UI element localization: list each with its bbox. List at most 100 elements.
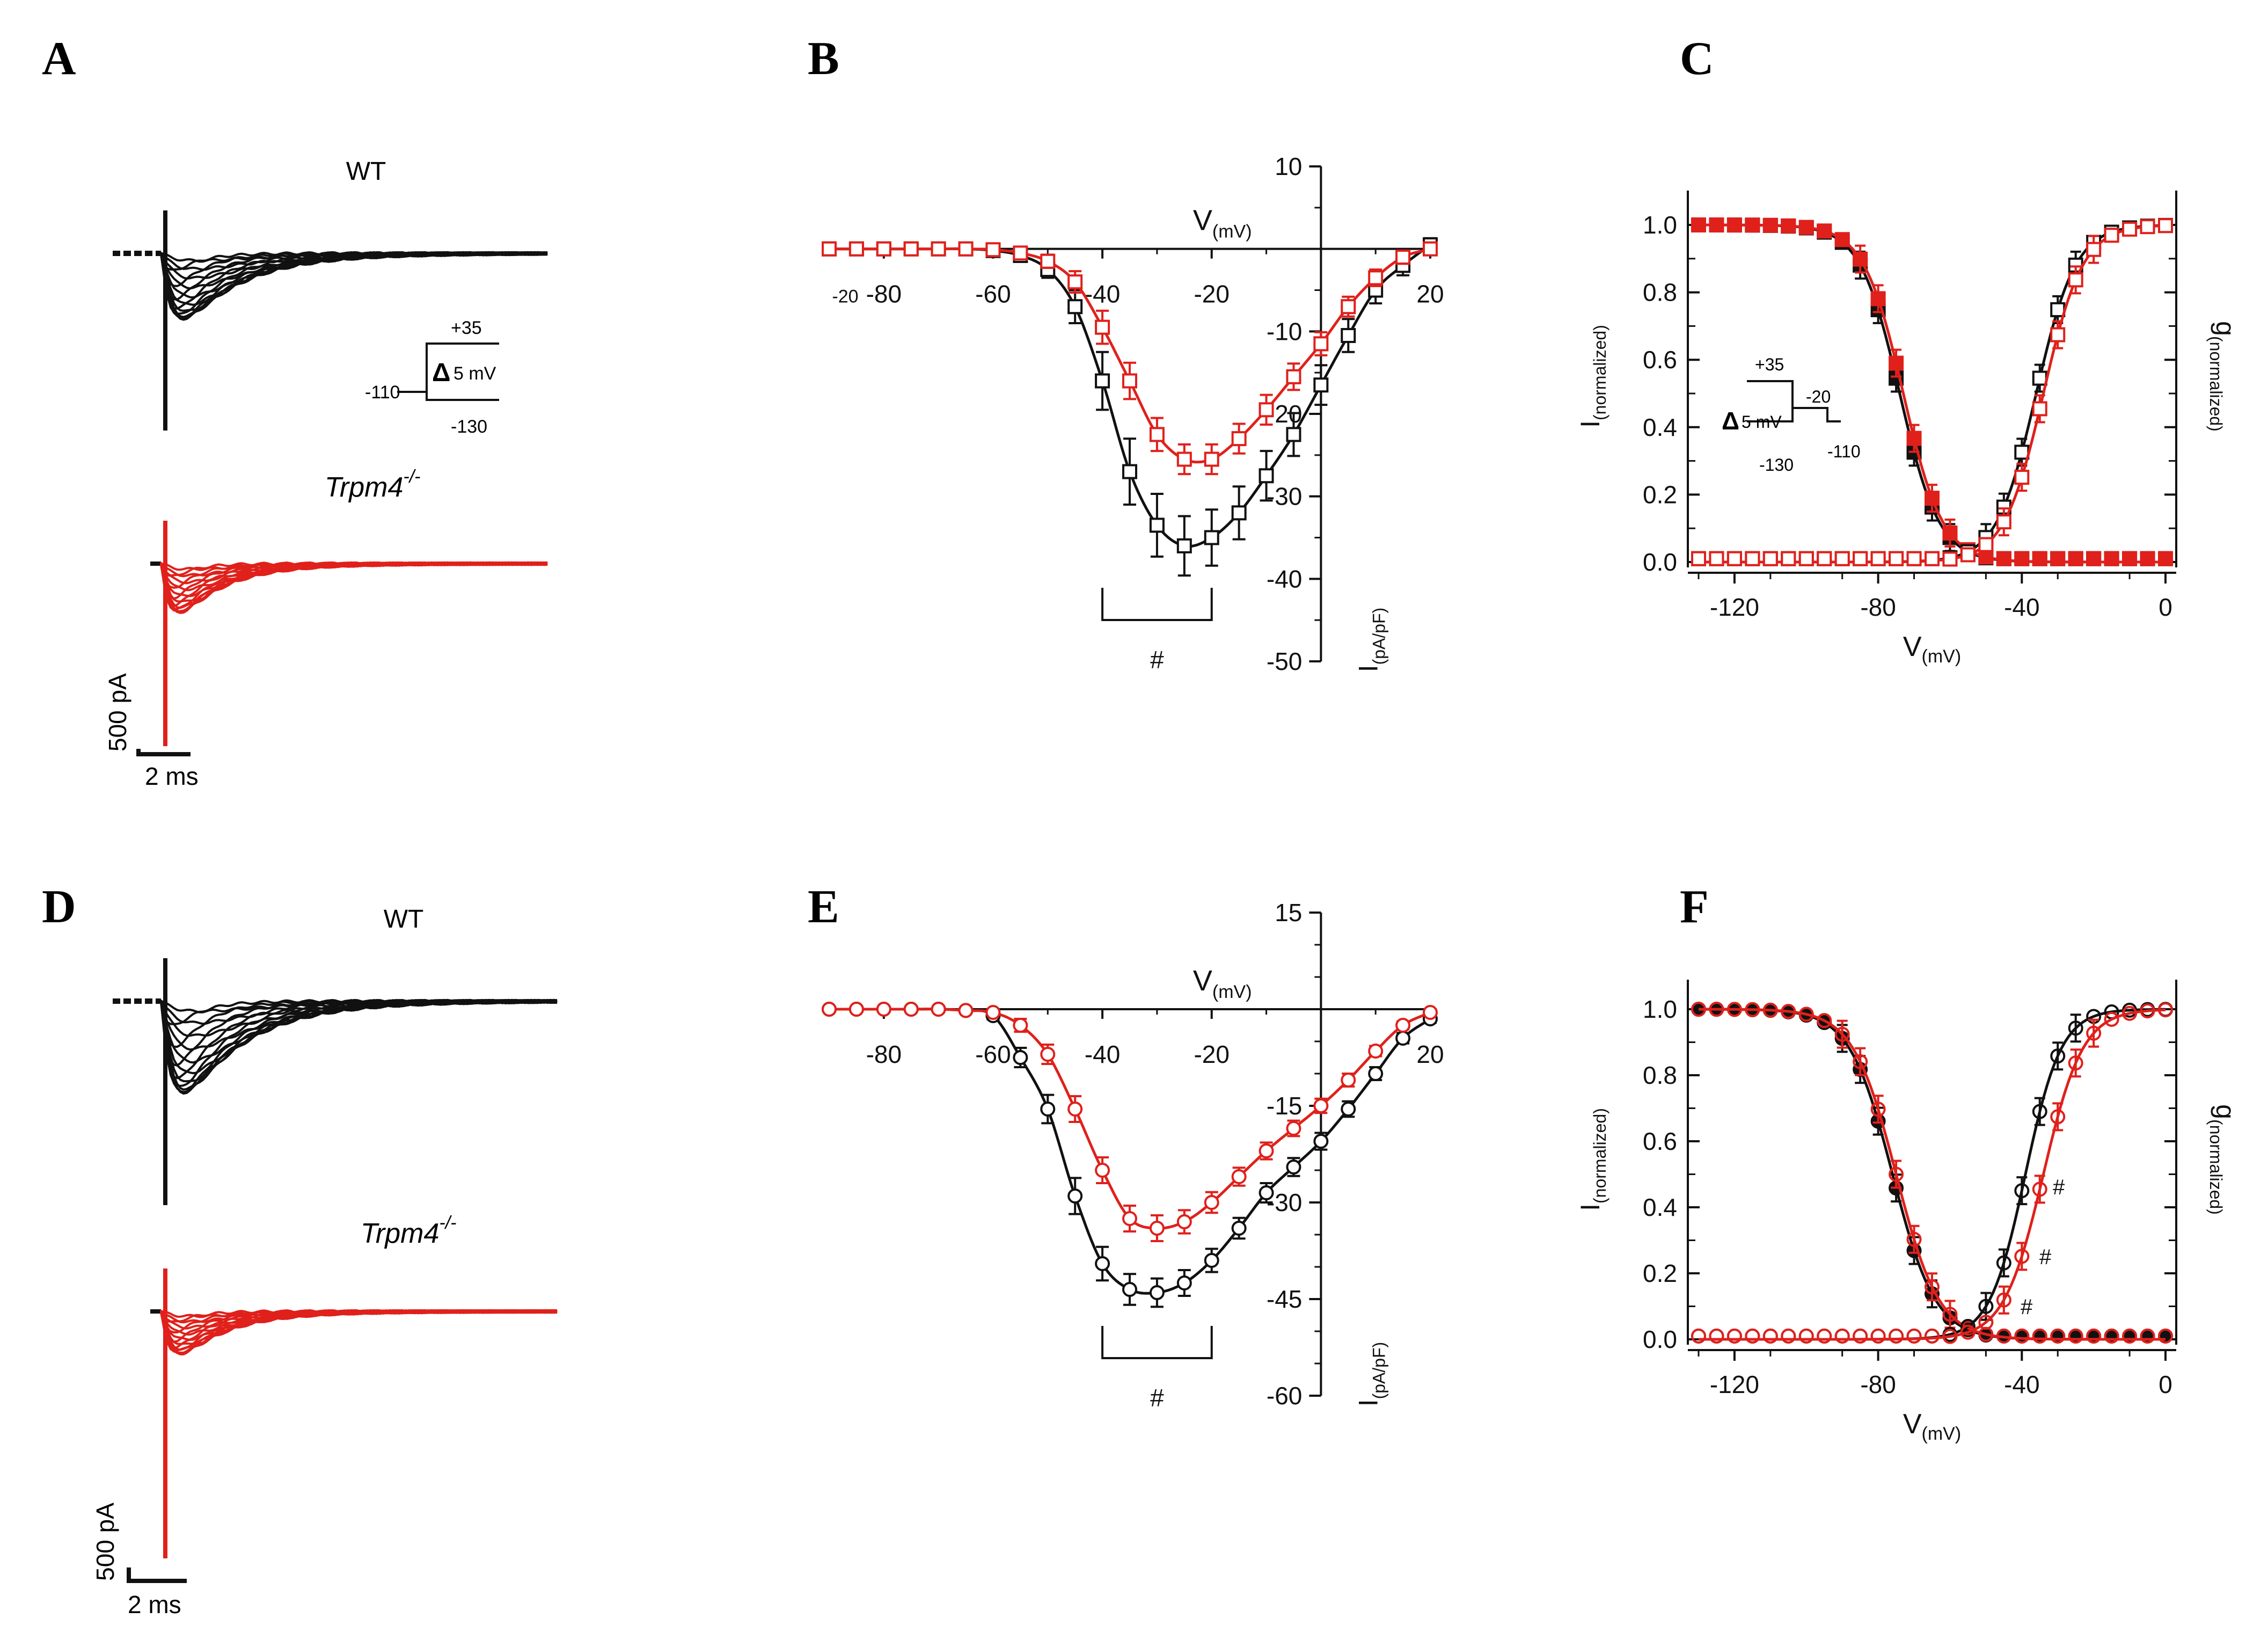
- y-tick-label: -30: [1267, 483, 1302, 511]
- data-point: [1395, 1031, 1411, 1046]
- data-point: [1286, 1121, 1301, 1136]
- x-tick-label: -80: [1860, 593, 1896, 621]
- significance-marker: #: [1150, 1384, 1164, 1412]
- data-point: [1853, 551, 1868, 566]
- data-point: [1853, 251, 1868, 267]
- data-point: [1423, 241, 1438, 257]
- y-axis-label-right: g(normalized): [2206, 1104, 2241, 1215]
- y-tick-label: 0.0: [1643, 1325, 1677, 1353]
- data-point: [1745, 1002, 1760, 1017]
- data-point: [1834, 1328, 1850, 1344]
- y-axis-label: I(pA/pF): [1353, 1342, 1388, 1407]
- significance-bracket: [1101, 588, 1213, 621]
- data-point: [1313, 336, 1329, 352]
- data-point: [876, 1002, 891, 1017]
- data-point: [1834, 551, 1850, 566]
- data-point: [1853, 1328, 1868, 1344]
- panel-d-traces: [113, 958, 558, 1558]
- data-point: [2014, 470, 2030, 485]
- data-point: [1853, 1054, 1868, 1069]
- data-point: [1817, 551, 1832, 566]
- panel-d-scalebar: 500 pA 2 ms: [91, 1503, 187, 1618]
- panel-letter-c: C: [1680, 33, 1714, 85]
- data-point: [1870, 291, 1886, 307]
- data-point: [1176, 1275, 1192, 1290]
- data-point: [1726, 1002, 1742, 1017]
- svg-text:-130: -130: [1759, 455, 1794, 475]
- data-point: [1960, 547, 1976, 563]
- data-point: [2068, 1055, 2083, 1071]
- data-point: [1691, 1002, 1706, 1017]
- data-point: [1231, 505, 1247, 521]
- y-tick-label: 0.6: [1643, 1127, 1677, 1155]
- panel-a-wt-label: WT: [346, 157, 386, 186]
- data-point: [1067, 1102, 1083, 1117]
- data-point: [2032, 1328, 2047, 1344]
- data-point: [2086, 1328, 2102, 1344]
- data-point: [2104, 551, 2119, 566]
- fit-curve-Trpm4-/-: [829, 247, 1431, 464]
- data-point: [1040, 1047, 1056, 1062]
- data-point: [1395, 1018, 1411, 1033]
- data-point: [2068, 272, 2083, 288]
- x-axis-label: V(mV): [1193, 205, 1252, 242]
- data-point: [1286, 427, 1301, 442]
- data-point: [1889, 355, 1904, 371]
- data-point: [1204, 530, 1219, 545]
- wt-trace: [160, 251, 548, 271]
- x-axis-label: V(mV): [1903, 1409, 1961, 1444]
- chart-c: 0.0 0.2 0.4 0.6 0.8 1.0 -120 -80 -40 0 V(mV) I(norm…: [1575, 191, 2241, 667]
- svg-text:5 mV: 5 mV: [1742, 412, 1782, 432]
- data-point: [1798, 1007, 1814, 1022]
- data-point: [1095, 1256, 1110, 1271]
- data-point: [1762, 551, 1778, 566]
- data-point: [1204, 1195, 1219, 1210]
- data-point: [2032, 370, 2047, 386]
- wt-trace: [160, 998, 558, 1025]
- data-point: [985, 1005, 1001, 1020]
- data-point: [1040, 253, 1056, 269]
- data-point: [1798, 1328, 1814, 1344]
- panel-letter-d: D: [42, 881, 76, 933]
- data-point: [1259, 1143, 1274, 1158]
- data-point: [1709, 551, 1724, 566]
- data-point: [1834, 232, 1850, 247]
- data-point: [848, 1002, 864, 1017]
- data-point: [1013, 245, 1028, 261]
- x-tick-label: -80: [866, 1040, 902, 1068]
- data-point: [1149, 1285, 1165, 1300]
- data-point: [1817, 1013, 1832, 1029]
- data-point: [1942, 551, 1958, 567]
- data-point: [1259, 1185, 1274, 1200]
- data-point: [1978, 537, 1994, 552]
- data-point: [1149, 517, 1165, 533]
- data-point: [2068, 1020, 2083, 1036]
- data-point: [1870, 1328, 1886, 1344]
- data-point: [2122, 1328, 2138, 1344]
- panel-c-protocol: +35 -20 -130 -110 Δ 5 mV: [1722, 355, 1861, 475]
- y-tick-label: -40: [1267, 565, 1302, 593]
- data-point: [1709, 1328, 1724, 1344]
- data-point: [1122, 1282, 1137, 1297]
- data-point: [2032, 1104, 2047, 1119]
- data-point: [2032, 1182, 2047, 1197]
- y-tick-label: 1.0: [1643, 211, 1677, 239]
- data-point: [1925, 491, 1940, 506]
- data-point: [2014, 1183, 2030, 1199]
- data-point: [958, 241, 974, 257]
- y-tick-label: -60: [1267, 1382, 1302, 1410]
- data-point: [1817, 1328, 1832, 1344]
- y-tick-label: -15: [1267, 1092, 1302, 1120]
- data-point: [1996, 551, 2011, 566]
- data-point: [1423, 1005, 1438, 1020]
- svg-text:-110: -110: [365, 382, 400, 403]
- data-point: [2014, 444, 2030, 460]
- y-tick-label: 0.8: [1643, 279, 1677, 307]
- x-tick-label: -40: [2004, 1370, 2039, 1398]
- data-point: [2122, 1005, 2138, 1021]
- data-point: [1906, 431, 1922, 446]
- data-point: [1313, 377, 1329, 393]
- data-point: [2014, 551, 2030, 566]
- ko-trace: [160, 1309, 558, 1323]
- data-point: [2014, 1249, 2030, 1264]
